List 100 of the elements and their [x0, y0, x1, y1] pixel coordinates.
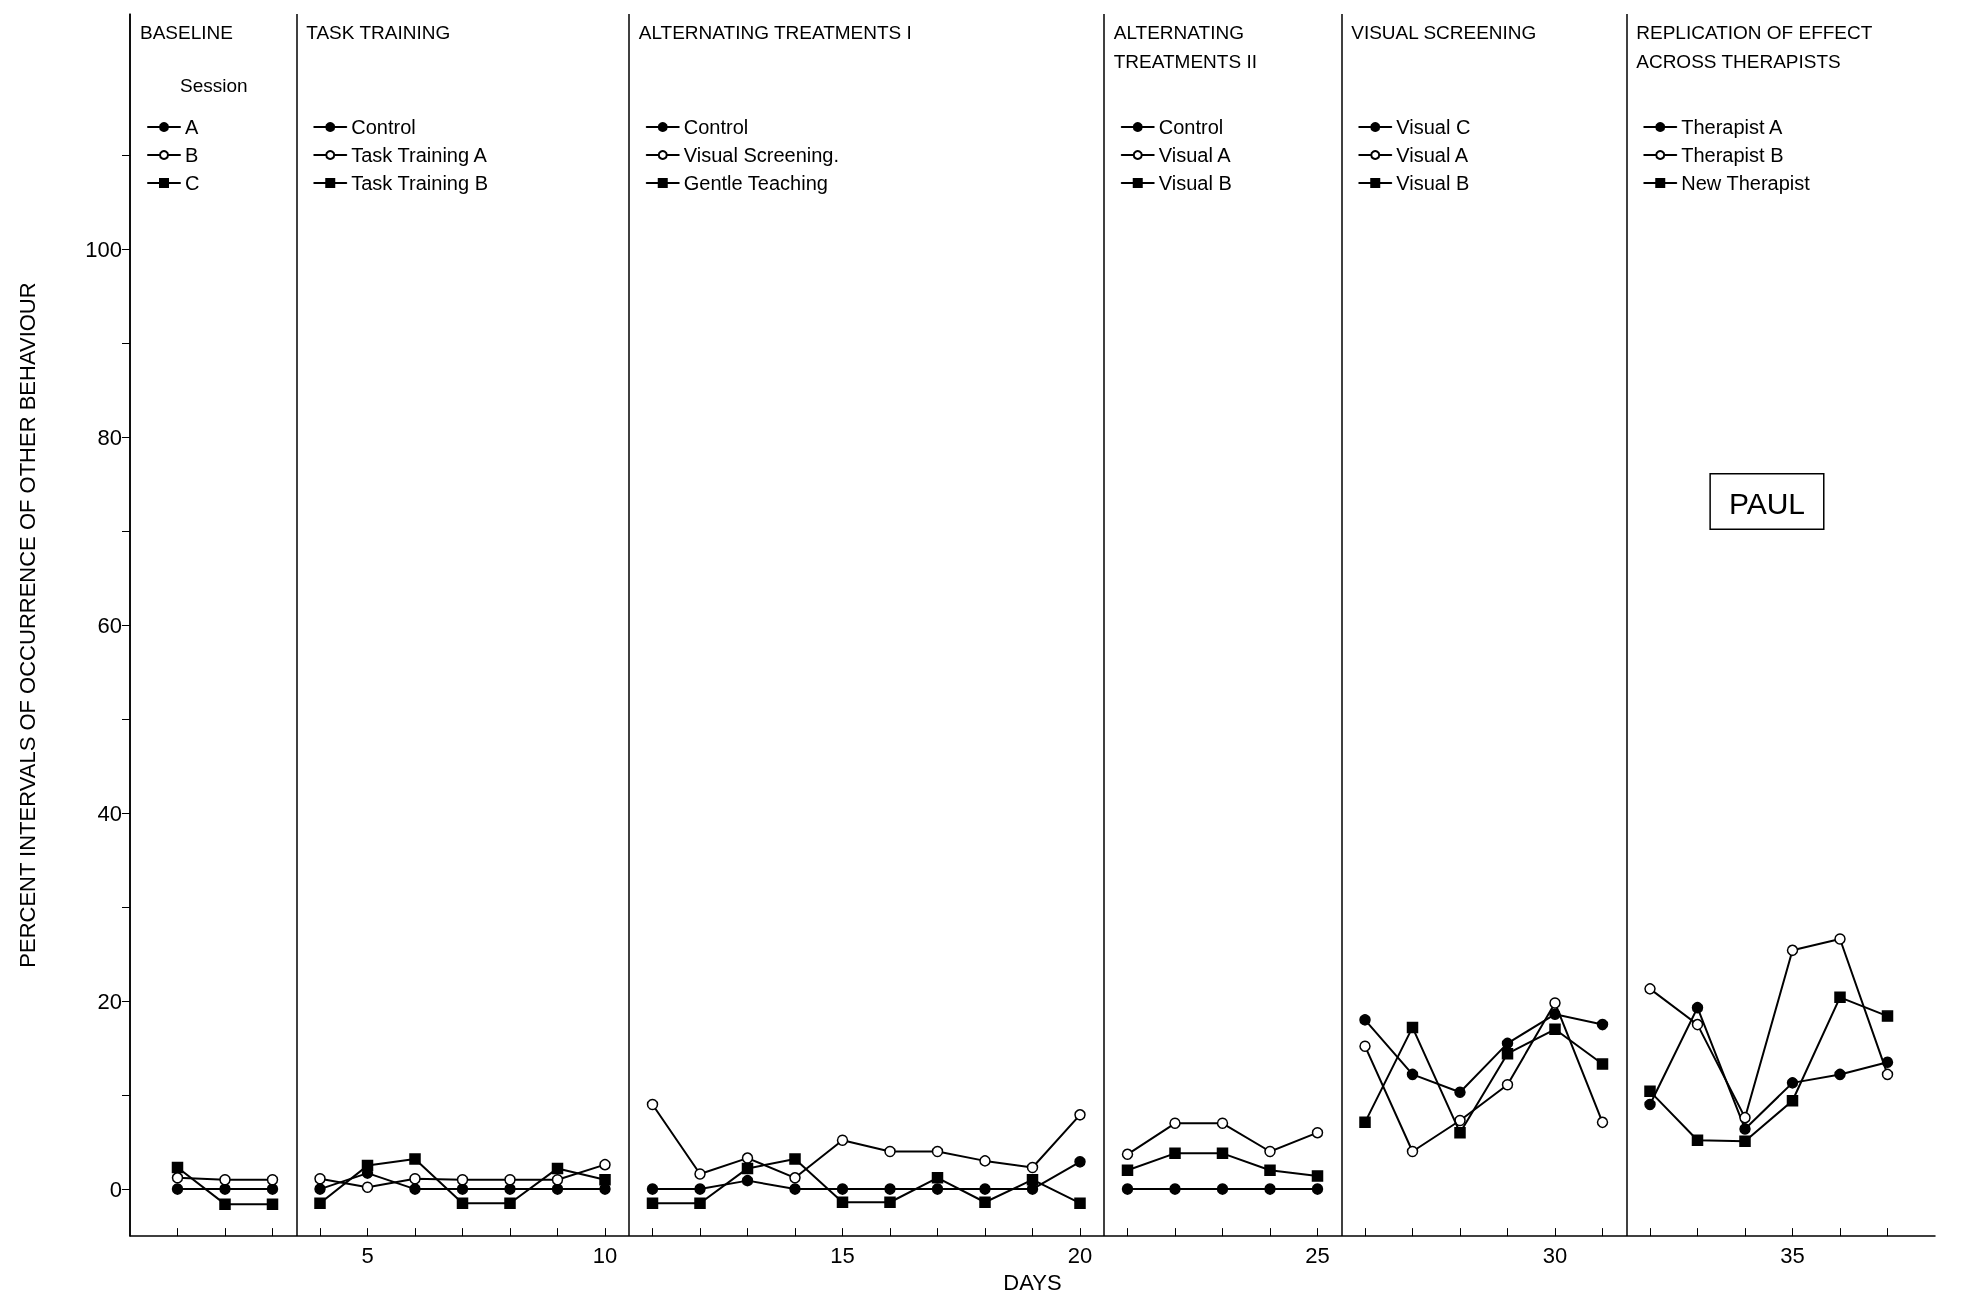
point: [789, 1172, 801, 1184]
x-tick-label: 35: [1780, 1242, 1805, 1268]
legend-label: Visual C: [1396, 116, 1471, 138]
point: [884, 1183, 896, 1195]
point: [1169, 1147, 1181, 1160]
point: [219, 1173, 231, 1186]
point: [314, 1183, 326, 1195]
point: [1501, 1047, 1514, 1060]
point: [1454, 1126, 1466, 1139]
point: [979, 1196, 991, 1209]
point: [1786, 944, 1799, 957]
point: [456, 1183, 469, 1195]
x-tick-label: 5: [361, 1242, 374, 1268]
point: [1834, 991, 1846, 1004]
ref-line-label: ALTERNATING TREATMENTS II: [1113, 22, 1257, 72]
point: [409, 1173, 421, 1185]
y-tick-label: 20: [97, 988, 122, 1014]
point: [1406, 1068, 1419, 1081]
point: [1216, 1117, 1229, 1130]
legend-label: Control: [683, 116, 749, 138]
point: [456, 1197, 469, 1209]
x-axis-title: DAYS: [1003, 1269, 1062, 1295]
y-tick-label: 60: [97, 612, 122, 638]
point: [361, 1181, 374, 1193]
x-tick-label: 20: [1067, 1242, 1093, 1268]
point: [931, 1172, 944, 1184]
legend-label: Visual B: [1396, 172, 1470, 194]
point: [836, 1134, 849, 1146]
point: [1216, 1183, 1229, 1195]
point: [979, 1183, 991, 1195]
point: [409, 1183, 421, 1195]
point: [266, 1173, 279, 1186]
point: [1644, 983, 1656, 995]
point: [314, 1173, 326, 1185]
point: [1216, 1147, 1229, 1160]
point: [1739, 1123, 1751, 1135]
ref-line-label: REPLICATION OF EFFECT ACROSS THERAPISTS: [1636, 22, 1878, 72]
point: [551, 1183, 564, 1195]
point: [1549, 997, 1561, 1009]
point: [266, 1198, 279, 1210]
legend-label: Visual B: [1158, 172, 1232, 194]
ref-line-label: BASELINE: [140, 22, 233, 43]
point: [741, 1162, 754, 1175]
point: [646, 1197, 659, 1209]
point: [1311, 1183, 1324, 1195]
point: [1454, 1086, 1466, 1099]
x-tick-label: 30: [1542, 1242, 1568, 1268]
point: [171, 1172, 184, 1184]
point: [694, 1183, 706, 1195]
point: [1596, 1058, 1609, 1070]
point: [1169, 1183, 1181, 1195]
point: [361, 1159, 374, 1172]
legend-label: B: [185, 144, 199, 166]
point: [1739, 1135, 1751, 1147]
point: [1691, 1018, 1704, 1031]
legend-label: Task Training B: [351, 172, 488, 194]
point: [1406, 1145, 1419, 1158]
point: [979, 1155, 991, 1167]
point: [599, 1158, 611, 1171]
point: [884, 1196, 896, 1209]
point: [1169, 1117, 1181, 1130]
point: [1311, 1170, 1324, 1182]
point: [1501, 1079, 1514, 1091]
point: [694, 1197, 706, 1209]
point: [1074, 1197, 1086, 1209]
legend-label: Control: [1158, 116, 1224, 138]
point: [1691, 1134, 1704, 1146]
point: [1881, 1068, 1894, 1081]
point: [1596, 1018, 1609, 1031]
ref-line-label: TASK TRAINING: [306, 22, 451, 43]
point: [1549, 1023, 1561, 1036]
point: [1881, 1010, 1894, 1022]
y-tick-label: 100: [85, 236, 122, 262]
ref-line-label: ALTERNATING TREATMENTS I: [638, 22, 912, 43]
point: [1644, 1098, 1656, 1111]
legend-label: Visual A: [1396, 144, 1469, 166]
point: [789, 1153, 801, 1165]
annotation: PAUL: [1728, 487, 1806, 520]
legend-label: Control: [351, 116, 416, 138]
legend-label: A: [185, 116, 199, 138]
point: [409, 1153, 421, 1165]
point: [1311, 1126, 1324, 1139]
point: [1264, 1164, 1276, 1177]
y-tick-label: 0: [109, 1176, 122, 1202]
legend-label: C: [185, 172, 200, 194]
point: [504, 1197, 516, 1209]
point: [741, 1152, 754, 1164]
point: [646, 1098, 659, 1111]
point: [1359, 1116, 1371, 1129]
point: [1739, 1111, 1751, 1124]
point: [1074, 1109, 1086, 1121]
x-tick-label: 25: [1305, 1242, 1330, 1268]
point: [1121, 1183, 1134, 1195]
point: [1454, 1114, 1466, 1127]
legend-label: Therapist A: [1681, 116, 1784, 138]
point: [1026, 1173, 1039, 1186]
x-tick-label: 15: [830, 1242, 855, 1268]
point: [551, 1173, 564, 1186]
point: [789, 1183, 801, 1195]
point: [456, 1173, 469, 1186]
